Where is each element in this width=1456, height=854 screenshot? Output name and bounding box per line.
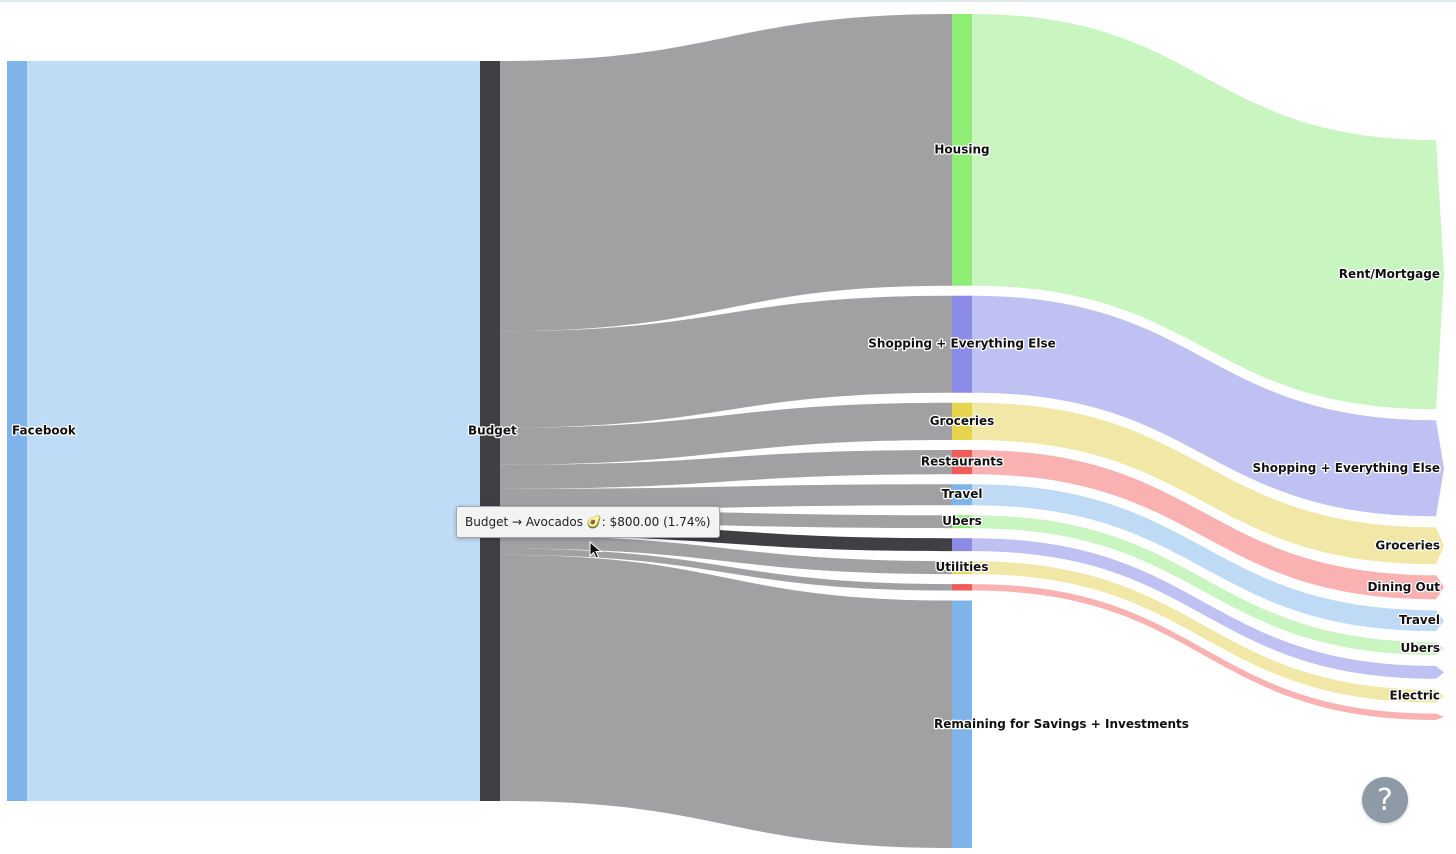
node-shopping[interactable] — [952, 295, 972, 393]
labels-layer: Facebook Budget Housing Shopping + Everythi… — [11, 141, 1442, 732]
label-shopping: Shopping + Everything Else — [868, 337, 1055, 351]
label-restaurants: Restaurants — [921, 455, 1003, 469]
link-housing-rent[interactable] — [972, 14, 1444, 410]
top-border — [0, 0, 1456, 2]
label-ubers: Ubers — [942, 514, 982, 528]
label-facebook: Facebook — [12, 424, 77, 438]
node-avocados[interactable] — [952, 538, 972, 552]
node-groceries[interactable] — [952, 402, 972, 440]
link-budget-misc[interactable] — [500, 548, 952, 591]
link-misc-misc_out[interactable] — [972, 584, 1444, 720]
label-remaining: Remaining for Savings + Investments — [934, 717, 1189, 731]
tooltip-arrow: → — [512, 515, 523, 529]
label-groceries_out: Groceries — [1375, 538, 1440, 552]
label-travel: Travel — [942, 487, 983, 501]
node-restaurants[interactable] — [952, 449, 972, 475]
label-utilities: Utilities — [936, 560, 989, 574]
label-shopping_out: Shopping + Everything Else — [1253, 461, 1440, 475]
label-travel_out: Travel — [1399, 613, 1440, 627]
link-restaurants-dining_out[interactable] — [972, 449, 1444, 600]
label-rent: Rent/Mortgage — [1339, 267, 1440, 281]
link-facebook-budget[interactable] — [27, 61, 480, 801]
link-ubers-ubers_out[interactable] — [972, 515, 1444, 655]
label-dining_out: Dining Out — [1367, 580, 1440, 594]
label-budget: Budget — [468, 424, 517, 438]
tooltip-percent: (1.74%) — [663, 515, 711, 529]
node-budget[interactable] — [480, 61, 500, 801]
link-budget-restaurants[interactable] — [500, 449, 952, 489]
link-budget-shopping[interactable] — [500, 295, 952, 428]
link-groceries-groceries_out[interactable] — [972, 402, 1444, 565]
question-mark-icon: ? — [1377, 782, 1393, 818]
nodes-layer — [7, 14, 972, 848]
link-budget-remaining[interactable] — [500, 554, 952, 848]
label-ubers_out: Ubers — [1400, 641, 1440, 655]
node-housing[interactable] — [952, 14, 972, 286]
node-travel[interactable] — [952, 484, 972, 506]
node-remaining[interactable] — [952, 600, 972, 848]
links-layer — [27, 14, 1444, 848]
mouse-cursor-icon — [589, 541, 603, 559]
tooltip-value: $800.00 — [609, 515, 660, 529]
link-utilities-electric[interactable] — [972, 561, 1444, 703]
tooltip-target: Avocados 🥑 — [525, 515, 602, 529]
label-groceries: Groceries — [930, 414, 995, 428]
tooltip-source: Budget — [465, 515, 509, 529]
link-shopping-shopping_out[interactable] — [972, 295, 1444, 517]
link-avocados-avocados_out[interactable] — [972, 538, 1444, 679]
link-travel-travel_out[interactable] — [972, 484, 1444, 632]
node-utilities[interactable] — [952, 561, 972, 575]
node-misc[interactable] — [952, 584, 972, 591]
node-facebook[interactable] — [7, 61, 27, 801]
label-housing: Housing — [934, 142, 989, 156]
link-budget-travel[interactable] — [500, 484, 952, 510]
label-electric: Electric — [1390, 689, 1440, 703]
link-tooltip: Budget → Avocados 🥑 : $800.00 (1.74%) — [456, 506, 720, 538]
help-button[interactable]: ? — [1362, 777, 1408, 823]
node-ubers[interactable] — [952, 515, 972, 529]
link-budget-utilities[interactable] — [500, 535, 952, 575]
link-budget-housing[interactable] — [500, 14, 952, 332]
link-budget-groceries[interactable] — [500, 402, 952, 465]
